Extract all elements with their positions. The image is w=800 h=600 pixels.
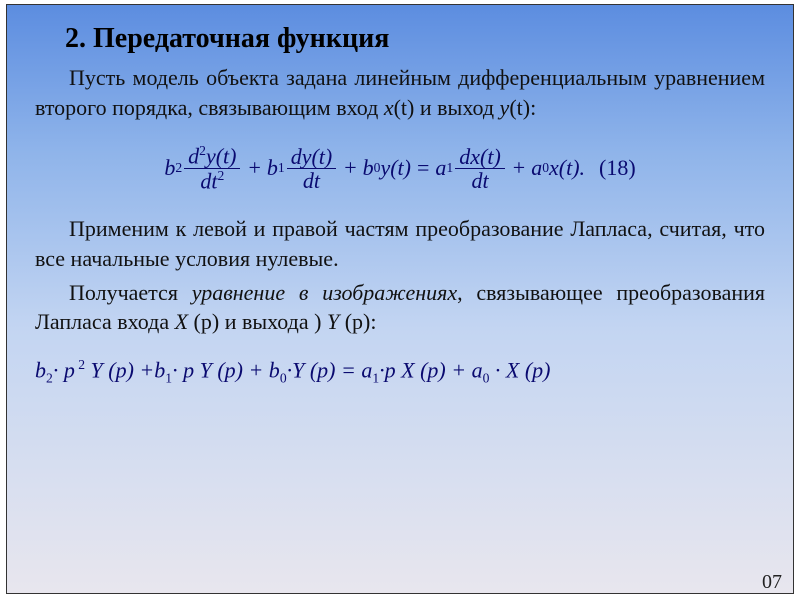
equation-laplace: b2· p 2 Y (p) +b1· p Y (p) + b0·Y (p) = … xyxy=(35,357,765,387)
eq2-t2: · p xyxy=(53,357,75,382)
eq18-eq: = xyxy=(417,155,429,181)
eq18-b1-sub: 1 xyxy=(278,160,285,176)
eq18-num1-a: d xyxy=(188,144,199,169)
p3-p2: (p) xyxy=(339,309,370,334)
slide-title: 2. Передаточная функция xyxy=(65,23,765,55)
page-number: 07 xyxy=(762,571,782,594)
eq18-frac1: d2y(t) dt2 xyxy=(184,144,240,192)
eq18-frac2-num: dy(t) xyxy=(287,145,337,169)
equation-18-number: (18) xyxy=(599,155,636,181)
p1-t2: (t) xyxy=(509,95,530,120)
eq18-frac3-den: dt xyxy=(467,169,492,192)
eq18-a1: a xyxy=(435,155,446,181)
eq2-s4: 0 xyxy=(280,371,287,386)
eq2-t3: Y (p) +b xyxy=(85,357,165,382)
eq18-plus2: + xyxy=(344,155,356,181)
eq18-b1: b xyxy=(267,155,278,181)
eq18-den1-a: dt xyxy=(200,168,217,193)
p3-p1: (p) xyxy=(188,309,219,334)
p1-end: : xyxy=(530,95,536,120)
eq18-frac3: dx(t) dt xyxy=(455,145,505,192)
eq18-b2-sub: 2 xyxy=(175,160,182,176)
p3-mid: и выхода ) xyxy=(219,309,327,334)
eq18-frac2: dy(t) dt xyxy=(287,145,337,192)
equation-18: b2 d2y(t) dt2 + b1 dy(t) dt + b0y(t) = a… xyxy=(164,144,585,192)
p1-x: x xyxy=(384,95,394,120)
p1-y: y xyxy=(500,95,510,120)
intro-paragraph: Пусть модель объекта задана линейным диф… xyxy=(35,63,765,122)
p3-X: X xyxy=(175,309,188,334)
eq18-a1-sub: 1 xyxy=(446,160,453,176)
para-images: Получается уравнение в изображениях, свя… xyxy=(35,278,765,337)
eq18-a0-sub: 0 xyxy=(542,160,549,176)
eq18-b0-y: y(t) xyxy=(380,155,411,181)
eq2-t1: b xyxy=(35,357,46,382)
eq18-num1-b: y(t) xyxy=(206,144,237,169)
p1-mid: и выход xyxy=(414,95,499,120)
slide: 2. Передаточная функция Пусть модель объ… xyxy=(6,4,794,594)
eq18-b0: b xyxy=(363,155,374,181)
p3-Y: Y xyxy=(327,309,339,334)
eq18-frac2-den: dt xyxy=(299,169,324,192)
eq18-b2: b xyxy=(164,155,175,181)
p1-t1: (t) xyxy=(394,95,415,120)
eq18-frac1-den: dt2 xyxy=(196,169,228,192)
eq2-s1: 2 xyxy=(46,371,53,386)
eq18-plus3: + xyxy=(513,155,525,181)
p3-em: уравнение в изображениях xyxy=(192,280,457,305)
eq2-s2: 2 xyxy=(75,357,85,372)
eq2-t6: ·p X (p) + a xyxy=(379,357,482,382)
eq18-a0: a xyxy=(531,155,542,181)
eq2-t5: ·Y (p) = a xyxy=(287,357,373,382)
p3-end: : xyxy=(370,309,376,334)
eq18-num1-sup: 2 xyxy=(199,143,206,158)
para-laplace: Применим к левой и правой частям преобра… xyxy=(35,214,765,273)
eq18-a0-x: x(t). xyxy=(549,155,585,181)
eq2-t7: · X (p) xyxy=(489,357,550,382)
eq18-frac1-num: d2y(t) xyxy=(184,144,240,168)
eq18-plus1: + xyxy=(248,155,260,181)
eq2-t4: · p Y (p) + b xyxy=(172,357,280,382)
p3-a: Получается xyxy=(69,280,192,305)
eq18-frac3-num: dx(t) xyxy=(455,145,505,169)
eq18-den1-sup: 2 xyxy=(217,168,224,183)
equation-18-row: b2 d2y(t) dt2 + b1 dy(t) dt + b0y(t) = a… xyxy=(35,144,765,192)
